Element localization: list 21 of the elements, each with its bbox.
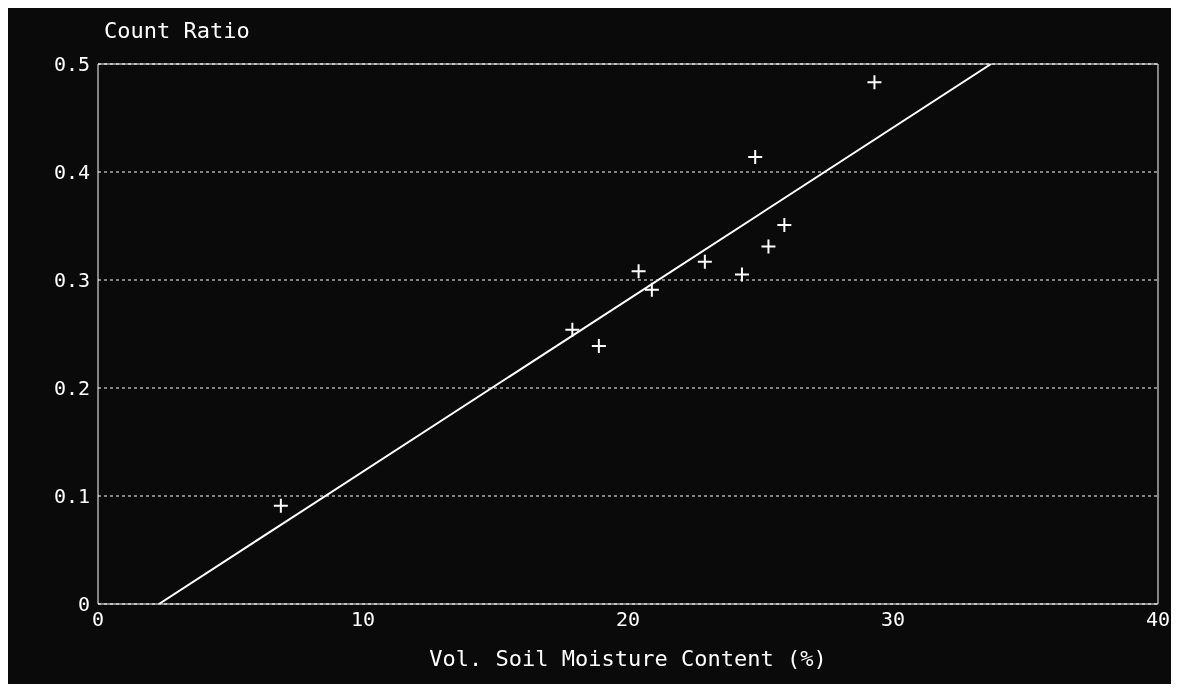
- point: [747, 148, 764, 165]
- x-tick-label: 10: [350, 607, 376, 632]
- y-tick-label: 0.3: [53, 268, 90, 293]
- point: [564, 321, 581, 338]
- x-tick-label: 30: [880, 607, 906, 632]
- point: [590, 337, 607, 354]
- y-tick-label: 0.2: [53, 376, 90, 401]
- point: [696, 253, 713, 270]
- y-axis-title: Count Ratio: [104, 18, 250, 43]
- x-axis-title: Vol. Soil Moisture Content (%): [429, 646, 827, 671]
- x-tick-label: 20: [615, 607, 641, 632]
- point: [272, 497, 289, 514]
- point: [866, 74, 883, 91]
- point: [776, 216, 793, 233]
- point: [630, 263, 647, 280]
- y-tick-label: 0.5: [53, 52, 90, 77]
- x-tick-label: 40: [1145, 607, 1171, 632]
- point: [733, 266, 750, 283]
- y-tick-label: 0.4: [53, 160, 90, 185]
- point: [760, 238, 777, 255]
- y-tick-label: 0.1: [53, 484, 90, 509]
